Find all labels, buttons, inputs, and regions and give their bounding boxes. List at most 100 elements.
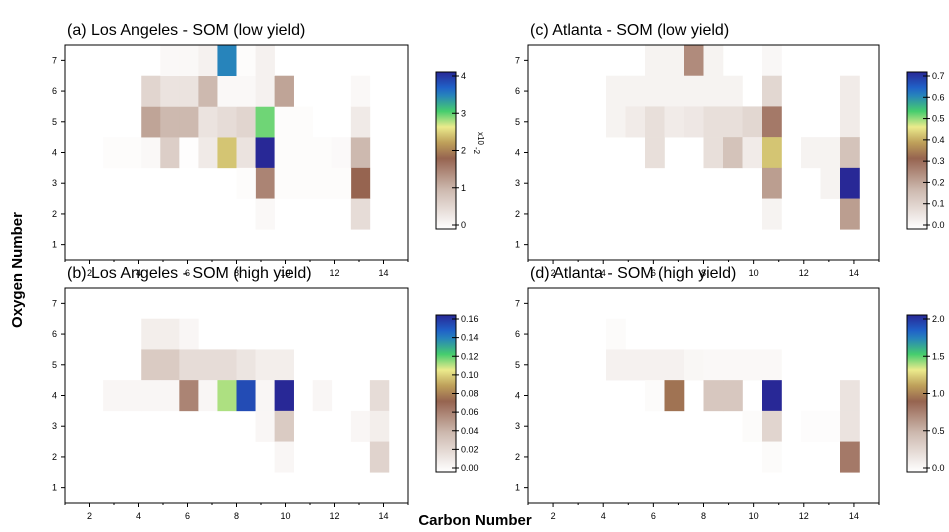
- colorbar-tick-label: 0.1: [932, 199, 945, 209]
- y-tick-label: 3: [515, 178, 520, 188]
- heatmap-cell: [820, 410, 841, 442]
- x-tick-label: 8: [701, 511, 706, 521]
- x-tick-label: 2: [551, 268, 556, 278]
- heatmap-cell: [217, 137, 237, 169]
- heatmap-cell: [606, 106, 626, 138]
- heatmap-cell: [801, 410, 821, 442]
- heatmap-cell: [723, 137, 743, 169]
- heatmap-cell: [645, 137, 665, 169]
- heatmap-cell: [236, 75, 256, 107]
- heatmap-cell: [606, 318, 626, 350]
- heatmap-cell: [293, 106, 314, 138]
- heatmap-cell: [141, 137, 161, 169]
- heatmap-cell: [684, 45, 704, 77]
- y-tick-label: 4: [52, 391, 57, 401]
- x-tick-label: 10: [280, 268, 290, 278]
- colorbar-tick-label: 1.0: [932, 389, 945, 399]
- heatmap-cell: [141, 75, 161, 107]
- x-tick-label: 10: [280, 511, 290, 521]
- heatmap-cell: [274, 167, 294, 199]
- colorbar-tick-label: 0: [461, 220, 466, 230]
- colorbar-tick-label: 2.0: [932, 314, 945, 324]
- heatmap-cell: [840, 441, 860, 473]
- heatmap-cell: [160, 380, 180, 412]
- heatmap-cell: [236, 167, 256, 199]
- x-tick-label: 10: [749, 268, 759, 278]
- heatmap-cell: [179, 380, 199, 412]
- y-tick-label: 5: [52, 360, 57, 370]
- heatmap-cell: [255, 410, 275, 442]
- y-tick-label: 4: [515, 148, 520, 158]
- heatmap-cell: [198, 75, 218, 107]
- heatmap-cell: [684, 349, 704, 381]
- heatmap-cell: [198, 45, 218, 77]
- x-tick-label: 14: [378, 511, 388, 521]
- heatmap-cell: [255, 45, 275, 77]
- heatmap-cell: [122, 380, 142, 412]
- heatmap-cell: [762, 75, 782, 107]
- heatmap-cell: [160, 318, 180, 350]
- heatmap-cell: [141, 318, 161, 350]
- heatmap-cell: [840, 137, 860, 169]
- y-tick-label: 4: [515, 391, 520, 401]
- heatmap-cell: [684, 75, 704, 107]
- heatmap-cell: [236, 137, 256, 169]
- colorbar-tick-label: 0.7: [932, 71, 945, 81]
- heatmap-cell: [762, 106, 782, 138]
- colorbar: [906, 71, 928, 230]
- y-tick-label: 7: [515, 298, 520, 308]
- colorbar-tick-label: 0.12: [461, 351, 479, 361]
- heatmap-cell: [217, 75, 237, 107]
- heatmap-cell: [369, 410, 390, 442]
- heatmap-panel: (d) Atlanta - SOM (high yield)2 4 6 8 10 12 14…: [515, 265, 945, 521]
- heatmap-cell: [840, 106, 860, 138]
- colorbar-tick-label: 0.2: [932, 177, 945, 187]
- y-tick-label: 7: [52, 55, 57, 65]
- colorbar-tick-label: 0.6: [932, 92, 945, 102]
- colorbar-tick-label: 2: [461, 146, 466, 156]
- heatmap-cell: [684, 106, 704, 138]
- heatmap-cell: [762, 410, 782, 442]
- heatmap-cell: [103, 380, 123, 412]
- heatmap-cell: [723, 349, 743, 381]
- heatmap-cell: [840, 410, 860, 442]
- heatmap-cell: [664, 106, 685, 138]
- y-tick-label: 3: [52, 421, 57, 431]
- heatmap-cell: [742, 106, 763, 138]
- heatmap-cell: [820, 167, 841, 199]
- heatmap-cell: [122, 137, 142, 169]
- heatmap-cell: [703, 45, 724, 77]
- y-tick-label: 4: [52, 148, 57, 158]
- heatmap-cell: [217, 380, 237, 412]
- x-tick-label: 6: [185, 268, 190, 278]
- heatmap-cell: [742, 410, 763, 442]
- heatmap-cell: [293, 167, 314, 199]
- heatmap-cell: [840, 167, 860, 199]
- heatmap-cell: [179, 137, 199, 169]
- heatmap-cell: [255, 106, 275, 138]
- heatmap-cell: [742, 137, 763, 169]
- colorbar-tick-label: 3: [461, 108, 466, 118]
- heatmap-cell: [742, 349, 763, 381]
- colorbar-tick-label: 0.00: [461, 463, 479, 473]
- heatmap-cell: [198, 106, 218, 138]
- y-axis-label: Oxygen Number: [9, 212, 26, 328]
- heatmap-cell: [762, 137, 782, 169]
- y-tick-label: 6: [52, 86, 57, 96]
- heatmap-cell: [179, 106, 199, 138]
- heatmap-cell: [255, 349, 275, 381]
- heatmap-cell: [103, 137, 123, 169]
- x-tick-label: 6: [185, 511, 190, 521]
- heatmap-cell: [820, 137, 841, 169]
- panels-group: (a) Los Angeles - SOM (low yield)2 4 6 8 10 1…: [52, 22, 945, 521]
- heatmap-cell: [664, 380, 685, 412]
- heatmap-cell: [664, 75, 685, 107]
- y-tick-label: 7: [52, 298, 57, 308]
- heatmap-cell: [255, 75, 275, 107]
- colorbar-tick-label: 0.4: [932, 135, 945, 145]
- colorbar-tick-label: 0.0: [932, 220, 945, 230]
- heatmap-cell: [179, 75, 199, 107]
- colorbar-tick-label: 0.0: [932, 463, 945, 473]
- heatmap-cell: [625, 106, 646, 138]
- heatmap-cell: [369, 441, 390, 473]
